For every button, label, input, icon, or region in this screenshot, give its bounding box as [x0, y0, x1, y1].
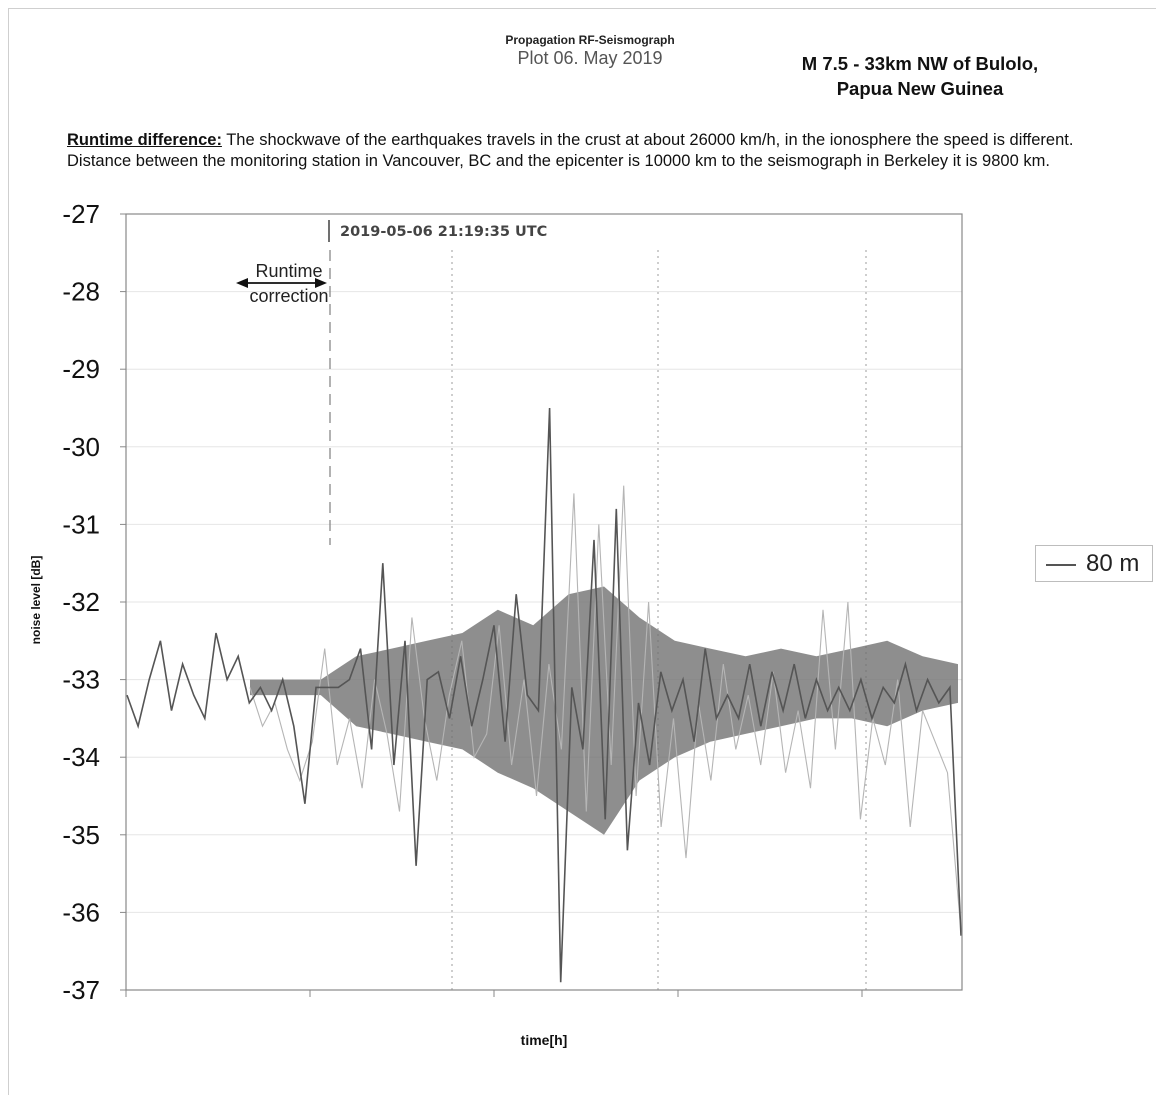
- series-80m-line: [126, 407, 962, 983]
- y-tick-label: -34: [62, 742, 100, 772]
- runtime-note: Runtime difference: The shockwave of the…: [67, 130, 1127, 172]
- series-dark-layer: [126, 407, 962, 983]
- series-band-layer: [250, 586, 958, 835]
- y-tick-label: -27: [62, 199, 100, 229]
- legend-swatch: [1046, 564, 1076, 566]
- event-title-line-1: M 7.5 - 33km NW of Bulolo,: [801, 53, 1039, 74]
- runtime-label-line-2: correction: [249, 286, 328, 306]
- series-reference-line: [249, 485, 961, 921]
- runtime-arrow-left-head: [236, 278, 248, 288]
- y-tick-label: -29: [62, 354, 100, 384]
- y-tick-label: -36: [62, 897, 100, 927]
- runtime-note-lead: Runtime difference:: [67, 131, 222, 149]
- page-frame-top: [8, 8, 1156, 9]
- axis-layer: -27 -28 -29 -30 -31 -32 -33 -34 -35 -36 -37: [62, 199, 963, 1005]
- y-tick-label: -35: [62, 820, 100, 850]
- runtime-label-line-1: Runtime: [255, 261, 322, 281]
- runtime-note-text: The shockwave of the earthquakes travels…: [67, 131, 1074, 170]
- runtime-arrow-right-head: [315, 278, 327, 288]
- event-time-label: 2019-05-06 21:19:35 UTC: [340, 224, 547, 240]
- y-axis-label: noise level [dB]: [29, 556, 43, 645]
- chart-subtitle: Propagation RF-Seismograph: [505, 33, 675, 47]
- x-axis-label: time[h]: [521, 1032, 568, 1048]
- page-frame-left: [8, 8, 9, 1095]
- y-tick-label: -37: [62, 975, 100, 1005]
- y-tick-label: -32: [62, 587, 100, 617]
- y-tick-label: -33: [62, 665, 100, 695]
- y-tick-label: -30: [62, 432, 100, 462]
- grid-layer: [126, 213, 962, 991]
- series-band-area: [250, 586, 958, 835]
- event-title-line-2: Papua New Guinea: [836, 78, 1004, 99]
- y-tick-label: -31: [62, 509, 100, 539]
- annotation-layer: 2019-05-06 21:19:35 UTC Runtime correcti…: [236, 220, 547, 545]
- plot-date: Plot 06. May 2019: [517, 48, 663, 68]
- y-tick-label: -28: [62, 277, 100, 307]
- series-reference-layer: [249, 485, 961, 921]
- legend-label: 80 m: [1086, 550, 1140, 577]
- event-title: M 7.5 - 33km NW of Bulolo, Papua New Gui…: [730, 51, 1110, 101]
- chart-legend: 80 m: [1035, 545, 1153, 582]
